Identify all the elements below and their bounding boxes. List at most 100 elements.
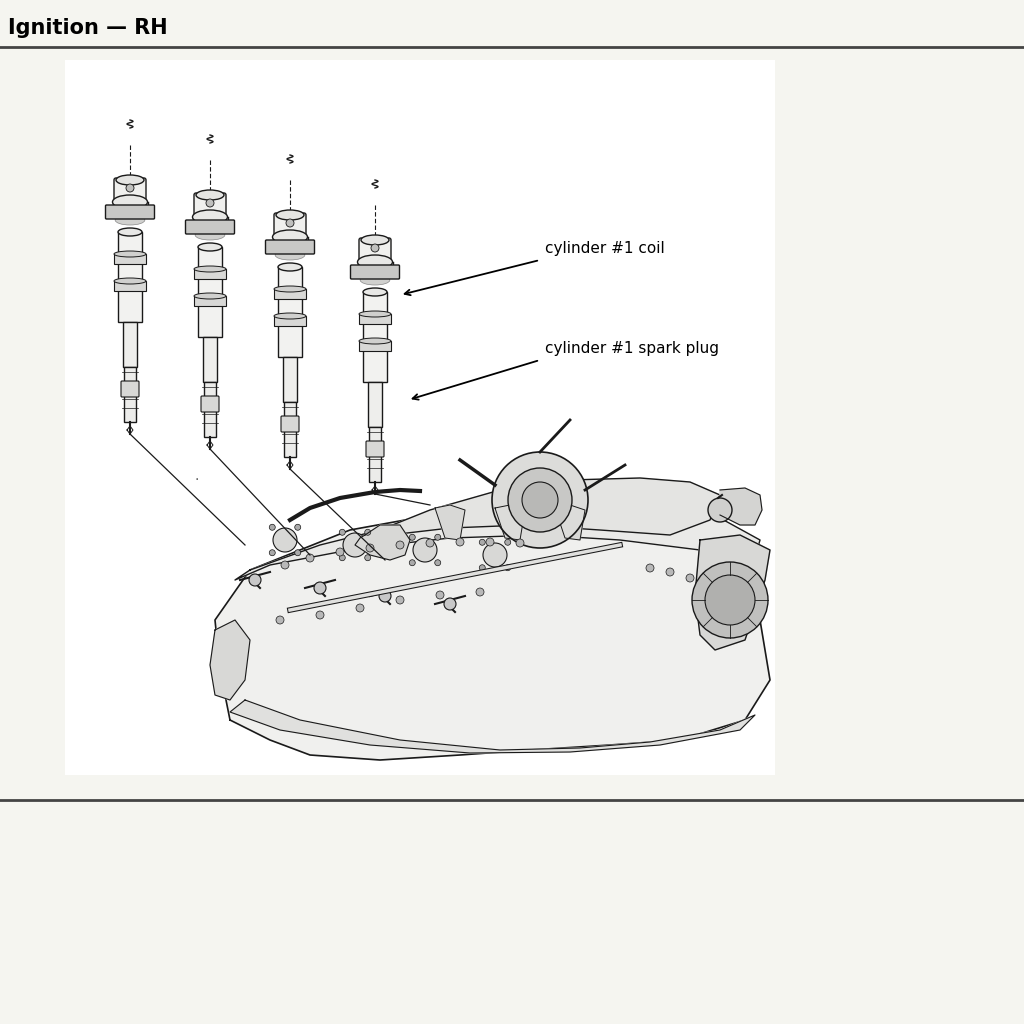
Circle shape — [435, 560, 440, 565]
Circle shape — [492, 452, 588, 548]
FancyBboxPatch shape — [201, 396, 219, 412]
Circle shape — [286, 219, 294, 227]
Ellipse shape — [118, 228, 142, 236]
Bar — [274, 316, 306, 326]
Circle shape — [295, 550, 301, 556]
Bar — [124, 367, 136, 422]
Text: cylinder #1 coil: cylinder #1 coil — [545, 241, 665, 256]
Circle shape — [276, 616, 284, 624]
Circle shape — [522, 482, 558, 518]
Circle shape — [371, 244, 379, 252]
Circle shape — [306, 554, 314, 562]
FancyBboxPatch shape — [114, 178, 146, 204]
Bar — [114, 281, 146, 291]
Circle shape — [708, 498, 732, 522]
Bar — [204, 382, 216, 437]
Ellipse shape — [198, 243, 222, 251]
Bar — [359, 341, 391, 351]
Ellipse shape — [276, 210, 304, 220]
Bar — [274, 289, 306, 299]
Bar — [123, 322, 137, 367]
Ellipse shape — [362, 288, 387, 296]
FancyBboxPatch shape — [359, 238, 391, 264]
Bar — [284, 402, 296, 457]
Polygon shape — [234, 505, 760, 580]
Bar — [359, 314, 391, 324]
Bar — [203, 337, 217, 382]
Circle shape — [508, 468, 572, 532]
Polygon shape — [210, 620, 250, 700]
Ellipse shape — [116, 175, 144, 185]
Ellipse shape — [272, 230, 307, 244]
Polygon shape — [555, 505, 585, 540]
Bar — [194, 296, 226, 306]
Ellipse shape — [194, 293, 226, 299]
FancyBboxPatch shape — [274, 213, 306, 239]
Bar — [362, 292, 387, 382]
Circle shape — [379, 590, 391, 602]
Bar — [369, 427, 381, 482]
Ellipse shape — [193, 210, 227, 224]
Circle shape — [365, 529, 371, 536]
FancyBboxPatch shape — [121, 381, 139, 397]
Circle shape — [343, 534, 367, 557]
Circle shape — [365, 555, 371, 561]
Circle shape — [692, 562, 768, 638]
Circle shape — [426, 539, 434, 547]
Circle shape — [281, 561, 289, 569]
Text: .: . — [195, 469, 200, 483]
FancyBboxPatch shape — [281, 416, 299, 432]
Circle shape — [339, 529, 345, 536]
Circle shape — [444, 598, 456, 610]
Circle shape — [396, 596, 404, 604]
Circle shape — [705, 575, 755, 625]
Ellipse shape — [274, 313, 306, 319]
Bar — [65, 60, 775, 775]
Ellipse shape — [357, 255, 392, 269]
Ellipse shape — [194, 266, 226, 272]
Circle shape — [295, 524, 301, 530]
Ellipse shape — [275, 250, 305, 260]
Circle shape — [479, 540, 485, 545]
Text: cylinder #1 spark plug: cylinder #1 spark plug — [545, 341, 719, 355]
Polygon shape — [495, 505, 525, 540]
Polygon shape — [365, 478, 720, 540]
Ellipse shape — [114, 278, 146, 284]
FancyBboxPatch shape — [185, 220, 234, 234]
Polygon shape — [435, 505, 465, 540]
Bar — [194, 269, 226, 279]
Circle shape — [435, 535, 440, 541]
Polygon shape — [355, 525, 410, 560]
Circle shape — [273, 528, 297, 552]
FancyBboxPatch shape — [350, 265, 399, 279]
Circle shape — [336, 548, 344, 556]
Ellipse shape — [278, 263, 302, 271]
Circle shape — [269, 524, 275, 530]
Bar — [278, 267, 302, 357]
Polygon shape — [695, 535, 770, 650]
Bar — [118, 232, 142, 322]
Circle shape — [486, 538, 494, 546]
Ellipse shape — [360, 275, 390, 285]
Circle shape — [126, 184, 134, 193]
Circle shape — [396, 541, 404, 549]
Circle shape — [316, 611, 324, 618]
FancyBboxPatch shape — [105, 205, 155, 219]
Text: Ignition — RH: Ignition — RH — [8, 18, 168, 38]
Circle shape — [666, 568, 674, 575]
Circle shape — [366, 544, 374, 552]
Polygon shape — [230, 700, 755, 753]
Circle shape — [249, 574, 261, 586]
Circle shape — [413, 538, 437, 562]
Ellipse shape — [359, 311, 391, 317]
Ellipse shape — [113, 195, 147, 209]
Bar — [283, 357, 297, 402]
Circle shape — [505, 564, 511, 570]
FancyBboxPatch shape — [194, 193, 226, 219]
Circle shape — [436, 591, 444, 599]
Circle shape — [646, 564, 654, 572]
Circle shape — [456, 538, 464, 546]
Circle shape — [339, 555, 345, 561]
Ellipse shape — [196, 190, 224, 200]
Bar — [114, 254, 146, 264]
